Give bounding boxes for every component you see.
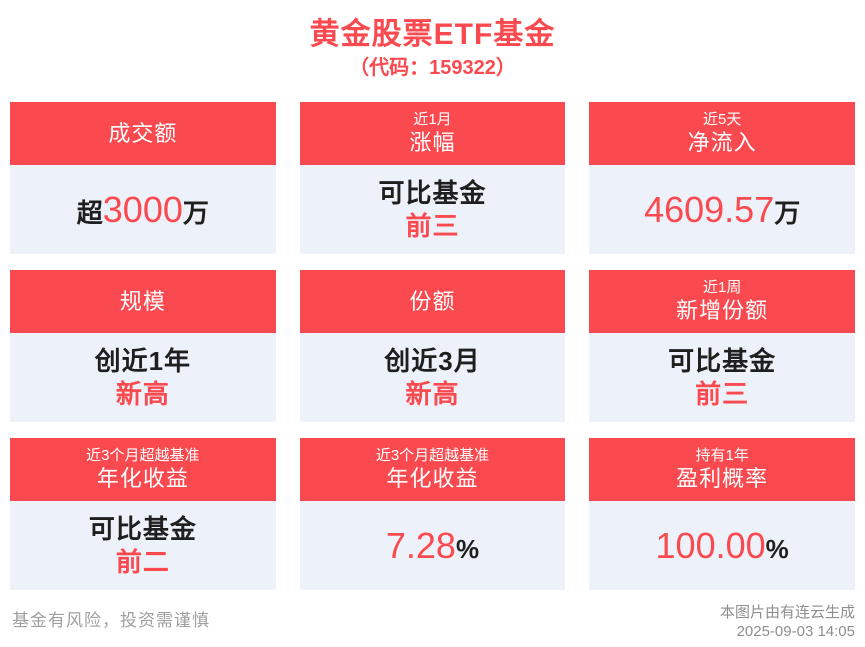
card-value: 创近1年 新高 <box>10 333 276 422</box>
card-value: 可比基金 前三 <box>589 333 855 422</box>
card-header: 近5天 净流入 <box>589 102 855 165</box>
header-title: 新增份额 <box>676 298 769 323</box>
card-shares: 份额 创近3月 新高 <box>299 270 566 422</box>
card-value: 可比基金 前二 <box>10 501 276 590</box>
value-line-1: 创近3月 <box>384 345 481 376</box>
card-value: 7.28% <box>299 501 566 590</box>
card-header: 近1月 涨幅 <box>299 102 566 165</box>
header-title: 份额 <box>409 288 456 314</box>
card-header: 持有1年 盈利概率 <box>589 438 855 501</box>
value-line-1: 可比基金 <box>88 513 197 544</box>
card-header: 近3个月超越基准 年化收益 <box>10 438 276 501</box>
value-line: 4609.57万 <box>644 189 800 231</box>
page-title: 黄金股票ETF基金 <box>309 18 556 51</box>
card-scale: 规模 创近1年 新高 <box>10 270 276 422</box>
card-header: 近1周 新增份额 <box>589 270 855 333</box>
header-title: 规模 <box>119 288 166 314</box>
card-header: 近3个月超越基准 年化收益 <box>299 438 566 501</box>
card-1w-new-shares: 近1周 新增份额 可比基金 前三 <box>589 270 855 422</box>
title-block: 黄金股票ETF基金 （代码：159322） <box>0 0 865 82</box>
value-line-1: 可比基金 <box>378 177 487 208</box>
value-line-1: 创近1年 <box>94 345 192 376</box>
card-5d-net-inflow: 近5天 净流入 4609.57万 <box>589 102 855 254</box>
value-number: 4609.57 <box>644 188 775 230</box>
card-header: 份额 <box>299 270 566 333</box>
timestamp: 2025-09-03 14:05 <box>736 623 855 640</box>
card-value: 超3000万 <box>10 165 276 254</box>
value-unit: 万 <box>182 197 209 228</box>
metric-grid: 成交额 超3000万 近1月 涨幅 可比基金 前三 近5天 净流入 <box>0 102 865 590</box>
header-period: 近1周 <box>702 279 742 296</box>
header-title: 年化收益 <box>96 466 189 491</box>
card-value: 100.00% <box>589 501 855 590</box>
card-value: 创近3月 新高 <box>299 333 566 422</box>
value-line: 100.00% <box>656 525 789 567</box>
header-period: 近5天 <box>702 111 742 128</box>
value-line-2: 前三 <box>405 210 460 241</box>
header-period: 持有1年 <box>695 447 749 464</box>
value-line: 7.28% <box>386 525 479 567</box>
risk-disclaimer: 基金有风险，投资需谨慎 <box>12 611 210 630</box>
card-header: 成交额 <box>10 102 276 165</box>
value-unit: % <box>455 533 480 564</box>
card-3m-annualized-return: 近3个月超越基准 年化收益 7.28% <box>299 438 566 590</box>
value-line-1: 可比基金 <box>668 345 777 376</box>
value-prefix: 超 <box>76 197 103 228</box>
value-line-2: 新高 <box>405 378 460 409</box>
credit-block: 本图片由有连云生成 2025-09-03 14:05 <box>720 603 855 641</box>
header-title: 成交额 <box>108 120 178 146</box>
fund-code: （代码：159322） <box>349 57 516 79</box>
card-value: 可比基金 前三 <box>299 165 566 254</box>
footer: 基金有风险，投资需谨慎 本图片由有连云生成 2025-09-03 14:05 <box>12 603 855 641</box>
value-number: 100.00 <box>655 524 766 566</box>
card-3m-annualized-rank: 近3个月超越基准 年化收益 可比基金 前二 <box>10 438 276 590</box>
value-unit: % <box>765 533 789 564</box>
header-period: 近1月 <box>413 111 452 128</box>
card-1m-change: 近1月 涨幅 可比基金 前三 <box>299 102 566 254</box>
header-period: 近3个月超越基准 <box>375 447 490 464</box>
card-1y-profit-probability: 持有1年 盈利概率 100.00% <box>589 438 855 590</box>
value-line-2: 前二 <box>115 546 170 577</box>
header-title: 年化收益 <box>386 466 479 491</box>
header-title: 盈利概率 <box>676 466 769 491</box>
header-period: 近3个月超越基准 <box>86 447 200 464</box>
value-line-2: 新高 <box>115 378 170 409</box>
value-line: 超3000万 <box>77 189 209 231</box>
value-number: 3000 <box>102 188 183 230</box>
value-number: 7.28 <box>385 524 456 566</box>
generator-credit: 本图片由有连云生成 <box>719 604 855 621</box>
value-line-2: 前三 <box>695 378 750 409</box>
value-unit: 万 <box>774 197 801 228</box>
header-title: 净流入 <box>687 130 757 155</box>
header-title: 涨幅 <box>409 130 456 155</box>
card-turnover: 成交额 超3000万 <box>10 102 276 254</box>
card-header: 规模 <box>10 270 276 333</box>
card-value: 4609.57万 <box>589 165 855 254</box>
